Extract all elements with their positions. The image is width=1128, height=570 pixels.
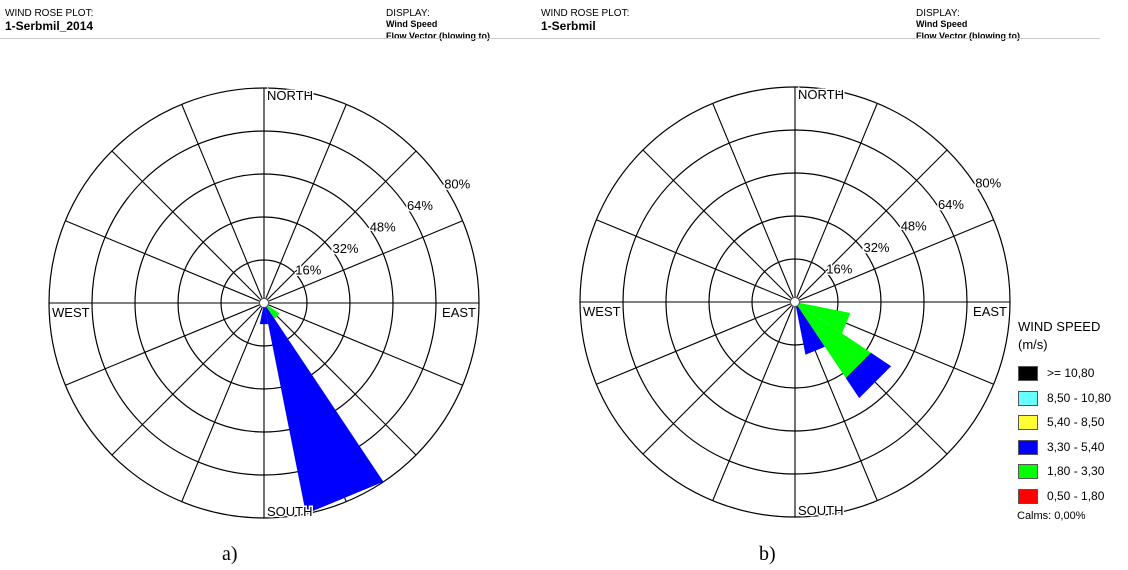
calms-label: Calms: 0,00% [1017, 510, 1086, 522]
ring-label: 32% [332, 241, 358, 256]
spoke [794, 149, 948, 303]
caption-b: b) [759, 543, 776, 565]
legend-swatch [1018, 390, 1038, 406]
compass-west: WEST [52, 305, 90, 320]
ring-label: 48% [901, 219, 927, 234]
display-label: DISPLAY: [916, 8, 960, 19]
plot-label: WIND ROSE PLOT: [5, 8, 94, 19]
header-rule-a [0, 38, 540, 39]
petal-segment [845, 352, 892, 399]
spoke [263, 302, 417, 456]
compass-north: NORTH [798, 87, 844, 102]
compass-south: SOUTH [798, 503, 844, 518]
ring-label: 80% [975, 176, 1001, 191]
legend-swatch [1018, 464, 1038, 479]
caption-a: a) [222, 543, 238, 565]
legend-unit: (m/s) [1018, 337, 1048, 352]
legend-title: WIND SPEED [1018, 319, 1101, 334]
legend-swatch [1018, 366, 1038, 381]
display-value: Wind Speed [916, 19, 968, 29]
compass-east: EAST [973, 304, 1007, 319]
spoke [794, 219, 994, 303]
legend-swatch [1018, 488, 1038, 504]
spoke [596, 219, 796, 303]
legend-label: >= 10,80 [1047, 366, 1095, 380]
display-label: DISPLAY: [386, 8, 430, 19]
legend-swatch [1018, 439, 1038, 455]
ring-label: 64% [938, 197, 964, 212]
compass-south: SOUTH [267, 504, 313, 519]
legend-swatch [1018, 415, 1038, 430]
spoke [181, 302, 265, 502]
spoke [263, 302, 463, 386]
spoke [596, 301, 796, 385]
wind-rose-b: 16% 32% 48% 64% 80% NORTH SOUTH EAST WEST [579, 86, 1011, 520]
plot-name: 1-Serbmil_2014 [5, 19, 94, 33]
ring-label: 16% [295, 263, 321, 278]
spoke [263, 104, 347, 304]
center-hub [790, 297, 800, 307]
petal-segment [795, 302, 851, 334]
spoke [111, 150, 265, 304]
display-value: Wind Speed [386, 19, 438, 29]
legend-label: 1,80 - 3,30 [1047, 464, 1105, 478]
compass-west: WEST [583, 304, 621, 319]
spoke [65, 302, 265, 386]
petal-segment [264, 303, 280, 319]
petal-segment [264, 303, 384, 514]
plot-label: WIND ROSE PLOT: [541, 8, 630, 19]
spoke [642, 149, 796, 303]
plot-name: 1-Serbmil [541, 19, 596, 33]
display-sub: Flow Vector (blowing to) [916, 31, 1020, 41]
legend-label: 5,40 - 8,50 [1047, 415, 1105, 429]
header-b: WIND ROSE PLOT: 1-Serbmil DISPLAY: Wind … [540, 0, 1100, 48]
petal-segment [259, 303, 269, 325]
spoke [263, 150, 417, 304]
spoke [794, 103, 878, 303]
display-sub: Flow Vector (blowing to) [386, 31, 490, 41]
ring-label: 80% [444, 177, 470, 192]
spoke [181, 104, 265, 304]
ring-label: 16% [826, 262, 852, 277]
ring-label: 48% [370, 220, 396, 235]
spoke [712, 301, 796, 501]
center-hub [259, 298, 269, 308]
petal-segment [795, 302, 871, 378]
spoke [712, 103, 796, 303]
petal-segment [795, 302, 825, 355]
legend-label: 0,50 - 1,80 [1047, 488, 1105, 503]
header-rule-b [540, 38, 1100, 39]
wind-rose-a: 16% 32% 48% 64% 80% NORTH SOUTH EAST WEST [48, 87, 480, 521]
spoke [263, 220, 463, 304]
legend-label: 8,50 - 10,80 [1047, 390, 1112, 405]
ring-label: 32% [863, 240, 889, 255]
legend-label: 3,30 - 5,40 [1047, 439, 1105, 454]
compass-east: EAST [442, 305, 476, 320]
spoke [642, 301, 796, 455]
spoke [111, 302, 265, 456]
spoke [65, 220, 265, 304]
compass-north: NORTH [267, 88, 313, 103]
ring-label: 64% [407, 198, 433, 213]
header-a: WIND ROSE PLOT: 1-Serbmil_2014 DISPLAY: … [0, 0, 540, 48]
